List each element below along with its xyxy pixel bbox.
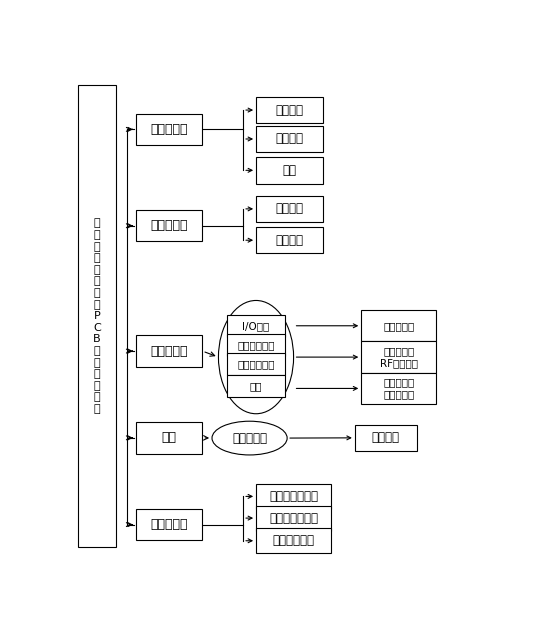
- FancyBboxPatch shape: [361, 341, 437, 372]
- FancyBboxPatch shape: [256, 126, 322, 152]
- Text: 边沿速率: 边沿速率: [275, 103, 303, 116]
- Text: 接地: 接地: [162, 431, 177, 444]
- FancyBboxPatch shape: [361, 310, 437, 341]
- FancyBboxPatch shape: [227, 354, 285, 375]
- Text: 旁路与去耦: 旁路与去耦: [150, 219, 188, 232]
- FancyBboxPatch shape: [227, 334, 285, 356]
- Text: 对应层水平
和垂直走线: 对应层水平 和垂直走线: [383, 377, 414, 399]
- FancyBboxPatch shape: [256, 227, 322, 254]
- Text: 扩大布线间距离: 扩大布线间距离: [269, 511, 318, 525]
- Text: 信号完整性: 信号完整性: [150, 518, 188, 531]
- FancyBboxPatch shape: [256, 157, 322, 183]
- FancyBboxPatch shape: [355, 424, 417, 451]
- Text: 地线，减小
RF回路面积: 地线，减小 RF回路面积: [380, 346, 418, 368]
- FancyBboxPatch shape: [361, 372, 437, 404]
- FancyBboxPatch shape: [136, 422, 202, 453]
- Text: 频率响应: 频率响应: [275, 133, 303, 145]
- FancyBboxPatch shape: [256, 484, 331, 509]
- Ellipse shape: [212, 421, 287, 455]
- Text: 模拟、数字: 模拟、数字: [232, 431, 267, 444]
- Text: I/O互联: I/O互联: [243, 321, 270, 331]
- Text: 走线贴近参考层: 走线贴近参考层: [269, 490, 318, 503]
- Text: 混合接地: 混合接地: [372, 431, 400, 444]
- FancyBboxPatch shape: [256, 195, 322, 222]
- Text: 封装: 封装: [283, 164, 296, 177]
- Text: 设置镜像面: 设置镜像面: [383, 321, 414, 331]
- Text: 模拟信号处理: 模拟信号处理: [237, 340, 275, 350]
- Text: 去耦电容: 去耦电容: [275, 202, 303, 215]
- FancyBboxPatch shape: [136, 336, 202, 367]
- FancyBboxPatch shape: [136, 509, 202, 540]
- Text: 电源: 电源: [250, 381, 262, 391]
- Ellipse shape: [218, 300, 294, 414]
- Text: 元器件选择: 元器件选择: [150, 123, 188, 136]
- Text: 车
流
量
监
控
节
点
的
P
C
B
电
磁
兼
容
设
计: 车 流 量 监 控 节 点 的 P C B 电 磁 兼 容 设 计: [93, 218, 101, 414]
- FancyBboxPatch shape: [256, 528, 331, 553]
- FancyBboxPatch shape: [256, 97, 322, 123]
- FancyBboxPatch shape: [256, 506, 331, 531]
- FancyBboxPatch shape: [136, 114, 202, 145]
- Text: 旁路电容: 旁路电容: [275, 233, 303, 247]
- FancyBboxPatch shape: [227, 375, 285, 397]
- Text: 缩短布线长度: 缩短布线长度: [273, 534, 315, 547]
- Text: 功能区划分: 功能区划分: [150, 344, 188, 357]
- Text: 置位复位单元: 置位复位单元: [237, 359, 275, 369]
- FancyBboxPatch shape: [78, 85, 116, 548]
- FancyBboxPatch shape: [227, 315, 285, 337]
- FancyBboxPatch shape: [136, 210, 202, 242]
